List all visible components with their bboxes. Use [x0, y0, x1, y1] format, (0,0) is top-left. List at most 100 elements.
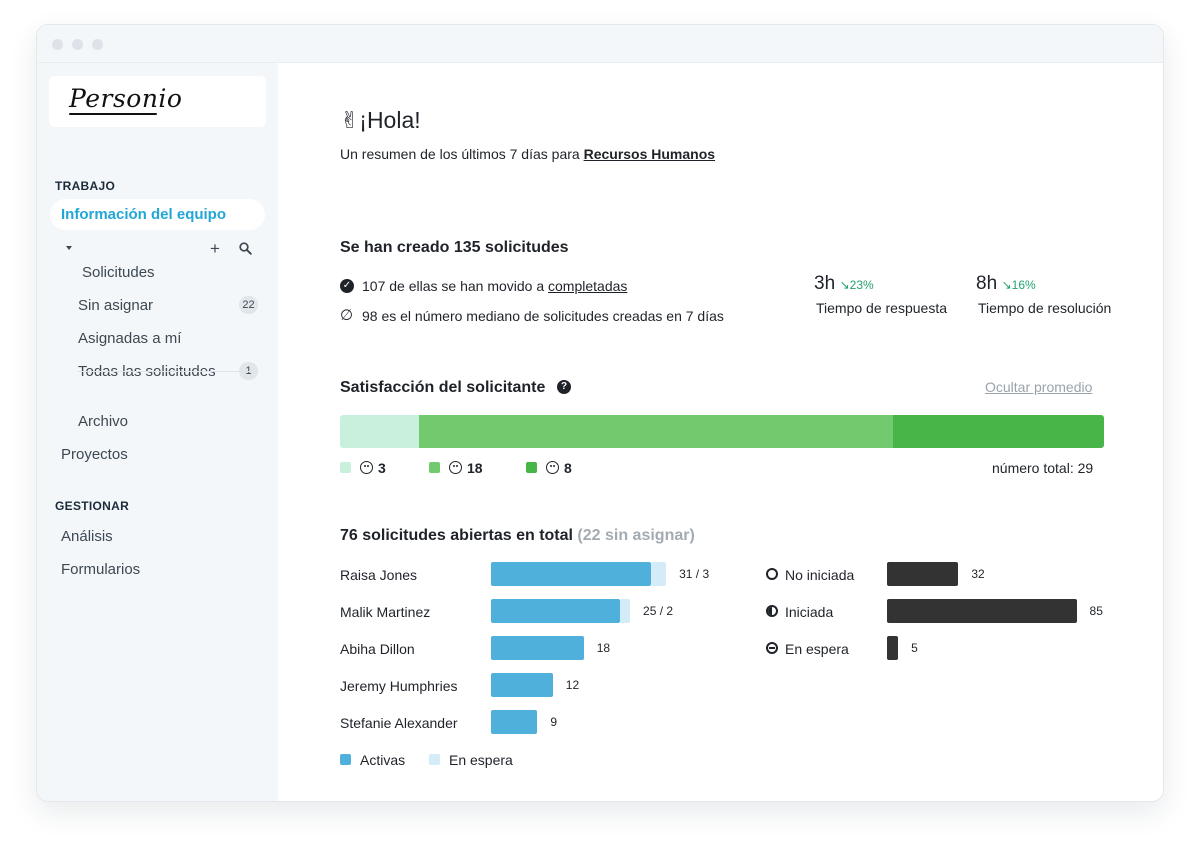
- help-icon[interactable]: ?: [557, 380, 571, 394]
- satisfaction-legend-swatch: [526, 462, 537, 473]
- team-link[interactable]: Recursos Humanos: [583, 146, 716, 162]
- legend-waiting-swatch: [429, 754, 440, 765]
- satisfaction-segment: [893, 415, 1104, 448]
- section-label-work: TRABAJO: [55, 179, 116, 193]
- sidebar: Personio TRABAJO Información del equipo …: [37, 63, 278, 801]
- satisfaction-total: número total: 29: [992, 460, 1094, 476]
- satisfaction-legend-swatch: [340, 462, 351, 473]
- person-name[interactable]: Raisa Jones: [340, 567, 418, 583]
- sidebar-item-forms[interactable]: Formularios: [61, 561, 141, 578]
- sidebar-item-assigned-to-me[interactable]: Asignadas a mí: [78, 330, 182, 347]
- sidebar-item-label: Información del equipo: [61, 206, 227, 223]
- response-value: 3h: [814, 273, 836, 294]
- sidebar-item-analysis[interactable]: Análisis: [61, 528, 113, 545]
- response-metric: 3h ↘23%: [814, 273, 874, 295]
- hide-average-link[interactable]: Ocultar promedio: [985, 379, 1093, 395]
- sidebar-item-archive[interactable]: Archivo: [78, 413, 129, 430]
- median-icon: ∅: [340, 307, 354, 324]
- status-bar: [887, 636, 899, 660]
- open-title-muted: (22 sin asignar): [577, 527, 695, 544]
- window-dot: [72, 39, 83, 50]
- resolution-delta: ↘16%: [1001, 278, 1036, 292]
- logo-underline: [69, 113, 157, 115]
- open-title-text: 76 solicitudes abiertas en total: [340, 527, 573, 544]
- logo-text: Personio: [69, 84, 183, 113]
- circle-half-icon: [766, 605, 778, 617]
- face-icon: [546, 461, 559, 474]
- active-bar: [491, 562, 651, 586]
- face-icon: [360, 461, 373, 474]
- status-name[interactable]: No iniciada: [785, 567, 855, 583]
- legend-waiting-label: En espera: [449, 752, 513, 768]
- search-icon[interactable]: [239, 242, 252, 255]
- summary-line: Un resumen de los últimos 7 días para Re…: [340, 146, 715, 162]
- sidebar-item-team-info[interactable]: Información del equipo: [50, 199, 265, 230]
- person-name[interactable]: Stefanie Alexander: [340, 715, 458, 731]
- satisfaction-legend-swatch: [429, 462, 440, 473]
- waiting-bar: [619, 599, 631, 623]
- status-value-label: 5: [911, 641, 918, 655]
- resolution-metric: 8h ↘16%: [976, 273, 1036, 295]
- circle-empty-icon: [766, 568, 778, 580]
- status-value-label: 32: [971, 567, 985, 581]
- status-name[interactable]: En espera: [785, 641, 849, 657]
- app-window: Personio TRABAJO Información del equipo …: [36, 24, 1164, 802]
- active-bar: [491, 710, 538, 734]
- satisfaction-title: Satisfacción del solicitante: [340, 379, 546, 396]
- status-bar: [887, 599, 1077, 623]
- window-titlebar: [37, 25, 1163, 63]
- status-bar: [887, 562, 959, 586]
- person-name[interactable]: Malik Martinez: [340, 604, 431, 620]
- status-name[interactable]: Iniciada: [785, 604, 834, 620]
- window-dot: [52, 39, 63, 50]
- sidebar-divider: [77, 371, 258, 372]
- waiting-bar: [650, 562, 667, 586]
- status-value-label: 85: [1089, 604, 1103, 618]
- satisfaction-segment: [340, 415, 420, 448]
- face-icon: [449, 461, 462, 474]
- resolution-value: 8h: [976, 273, 998, 294]
- caret-down-icon[interactable]: [66, 246, 72, 250]
- unassigned-count-badge: 22: [239, 296, 258, 314]
- median-line: 98 es el número mediano de solicitudes c…: [362, 308, 724, 324]
- moved-prefix: 107 de ellas se han movido a: [362, 278, 549, 294]
- sidebar-item-projects[interactable]: Proyectos: [61, 446, 128, 463]
- main-content: ✌¡Hola! Un resumen de los últimos 7 días…: [278, 63, 1163, 801]
- logo[interactable]: Personio: [49, 76, 266, 127]
- check-circle-icon: ✓: [340, 279, 354, 293]
- person-name[interactable]: Abiha Dillon: [340, 641, 415, 657]
- victory-hand-icon: ✌: [340, 107, 360, 133]
- active-bar: [491, 636, 584, 660]
- completed-link[interactable]: completadas: [548, 278, 628, 294]
- person-value-label: 12: [565, 678, 580, 692]
- section-label-manage: GESTIONAR: [55, 499, 130, 513]
- legend-active-label: Activas: [360, 752, 406, 768]
- person-value-label: 25 / 2: [643, 604, 674, 618]
- person-value-label: 18: [596, 641, 611, 655]
- plus-icon[interactable]: +: [210, 239, 220, 258]
- active-bar: [491, 673, 553, 697]
- active-bar: [491, 599, 620, 623]
- greeting: ✌¡Hola!: [340, 107, 421, 134]
- resolution-label: Tiempo de resolución: [978, 300, 1112, 316]
- satisfaction-legend-count: 18: [467, 460, 483, 476]
- response-delta: ↘23%: [839, 278, 874, 292]
- satisfaction-legend-count: 8: [564, 460, 572, 476]
- window-dot: [92, 39, 103, 50]
- person-value-label: 31 / 3: [679, 567, 710, 581]
- satisfaction-segment: [419, 415, 894, 448]
- created-title: Se han creado 135 solicitudes: [340, 239, 569, 256]
- person-value-label: 9: [550, 715, 558, 729]
- greeting-text: ¡Hola!: [359, 107, 421, 133]
- legend-active-swatch: [340, 754, 351, 765]
- response-label: Tiempo de respuesta: [816, 300, 947, 316]
- satisfaction-bar: [340, 415, 1104, 448]
- circle-minus-icon: [766, 642, 778, 654]
- moved-line: 107 de ellas se han movido a completadas: [362, 278, 627, 294]
- sidebar-item-unassigned[interactable]: Sin asignar: [78, 297, 154, 314]
- person-name[interactable]: Jeremy Humphries: [340, 678, 458, 694]
- open-requests-title: 76 solicitudes abiertas en total (22 sin…: [340, 527, 695, 545]
- satisfaction-legend-count: 3: [378, 460, 386, 476]
- summary-prefix: Un resumen de los últimos 7 días para: [340, 146, 584, 162]
- sidebar-item-requests[interactable]: Solicitudes: [82, 264, 155, 281]
